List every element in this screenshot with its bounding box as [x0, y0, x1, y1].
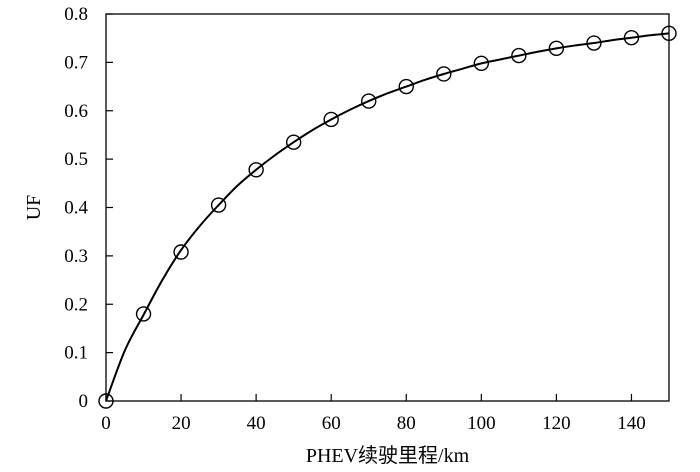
y-axis-title: UF: [23, 195, 45, 221]
axis-ticks: 0 20 40 60 80 100 120 140 0 0.1 0.2 0.3 0.4 0.5 0.6 0.7…: [64, 4, 645, 434]
data-point-marker: [285, 134, 302, 150]
data-point-marker: [436, 66, 452, 82]
data-point-marker: [548, 40, 565, 57]
plot-marks: [98, 25, 677, 409]
x-tick-label: 80: [397, 413, 416, 434]
x-tick-label: 140: [617, 413, 646, 434]
data-point-marker: [398, 78, 414, 95]
x-tick-label: 60: [322, 413, 341, 434]
y-tick-label: 0.2: [64, 294, 88, 315]
data-point-marker: [210, 197, 227, 213]
y-tick-label: 0.7: [64, 52, 88, 73]
x-tick-label: 120: [542, 413, 571, 434]
y-tick-label: 0.5: [64, 149, 88, 170]
data-point-marker: [361, 93, 377, 109]
x-tick-label: 100: [467, 413, 496, 434]
x-axis-title: PHEV续驶里程/km: [306, 444, 470, 467]
x-tick-label: 20: [172, 413, 191, 434]
y-tick-label: 0.6: [64, 101, 88, 122]
y-tick-label: 0.8: [64, 4, 88, 25]
x-tick-label: 0: [101, 413, 111, 434]
plot-frame: [105, 13, 670, 402]
data-point-marker: [623, 30, 640, 46]
x-tick-label: 40: [247, 413, 266, 434]
data-point-marker: [586, 35, 602, 51]
data-point-marker: [323, 111, 339, 128]
y-tick-label: 0.3: [64, 246, 88, 267]
data-point-marker: [473, 55, 490, 72]
y-tick-label: 0.4: [64, 198, 88, 219]
uf-fit-curve: [105, 32, 670, 402]
y-tick-label: 0: [79, 391, 89, 412]
data-point-marker: [173, 244, 189, 260]
data-point-marker: [248, 162, 264, 178]
data-point-marker: [511, 47, 527, 64]
data-point-marker: [135, 306, 152, 322]
y-tick-label: 0.1: [64, 343, 88, 364]
